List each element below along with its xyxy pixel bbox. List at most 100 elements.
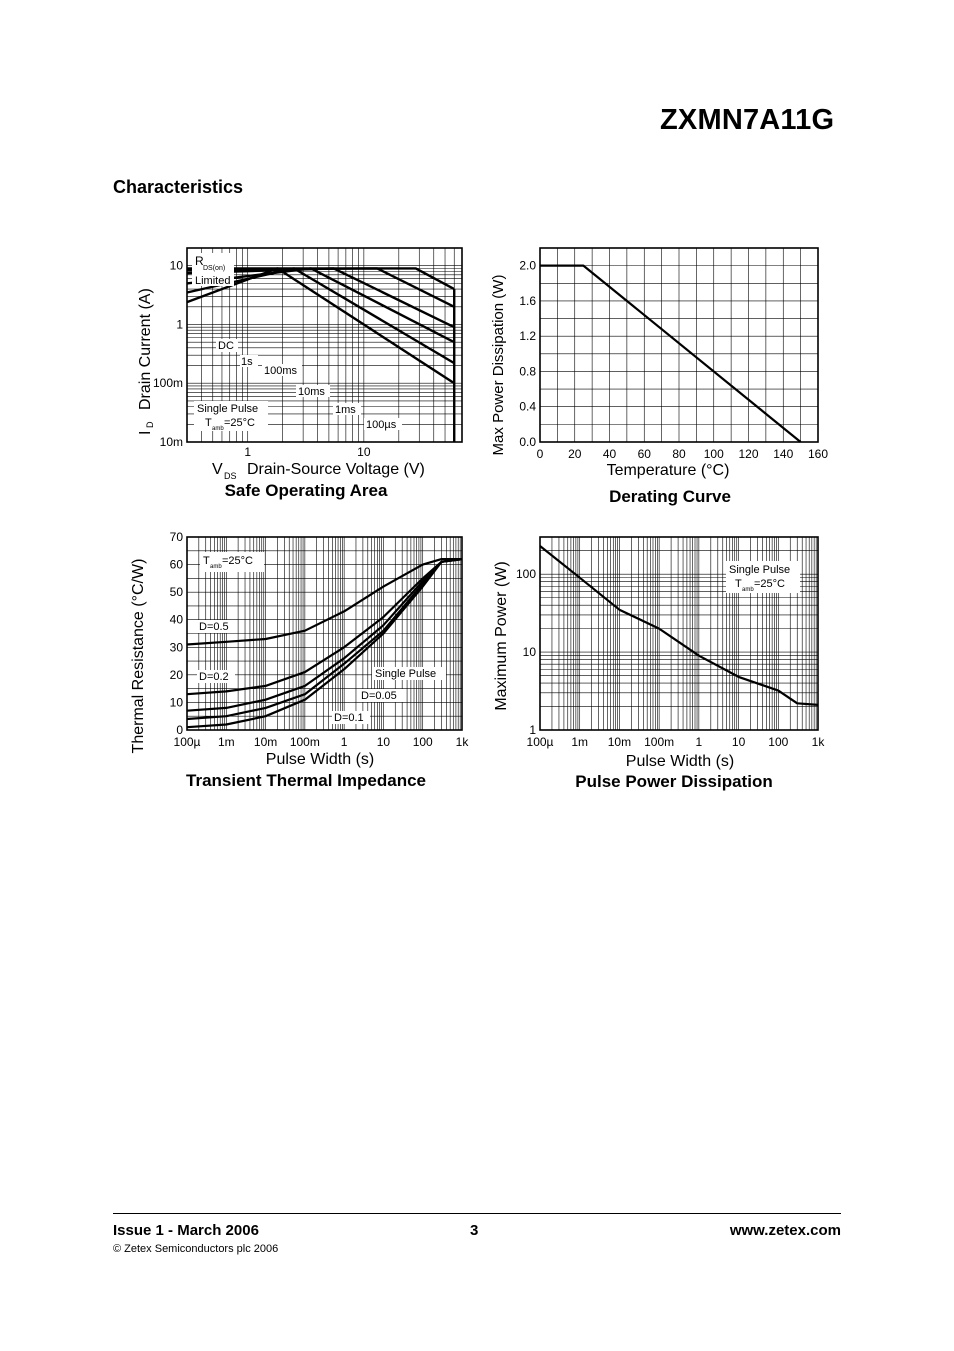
series-line [540,264,802,443]
x-tick-label: 60 [638,447,652,461]
annotation-tamb: T [735,578,742,590]
annotation-dc: DC [218,340,234,352]
x-tick-label: 100m [644,735,674,749]
series-line [186,558,463,729]
y-tick-label: 10 [170,259,184,273]
x-axis-symbol: V [212,461,223,478]
x-tick-label: 10 [377,735,391,749]
label-background [332,711,370,724]
label-background [197,670,235,683]
y-tick-label: 1.6 [519,294,536,308]
y-tick-label: 60 [170,558,184,572]
annotation-tamb-value: =25°C [754,578,785,590]
annotation-tamb-subscript: amb [742,587,754,593]
footer-rule [113,1213,841,1214]
y-tick-label: 100 [516,567,536,581]
x-tick-label: 160 [808,447,828,461]
annotation-single-pulse: Single Pulse [197,403,258,415]
x-tick-label: 1 [244,445,251,459]
y-tick-label: 0.8 [519,364,536,378]
annotation-tamb-subscript: amb [210,564,222,570]
y-tick-label: 20 [170,668,184,682]
x-tick-label: 1k [456,735,470,749]
x-tick-label: 10 [357,445,371,459]
annotation-single-pulse: Single Pulse [375,668,436,680]
annotation-tamb-subscript: amb [212,426,224,432]
y-tick-label: 10m [160,435,183,449]
x-tick-label: 0 [537,447,544,461]
x-tick-label: 10 [732,735,746,749]
label-background [192,253,234,286]
x-tick-label: 1k [812,735,826,749]
y-tick-label: 10 [523,645,537,659]
annotation-100ms: 100ms [264,365,298,377]
x-tick-label: 1 [341,735,348,749]
y-tick-label: 50 [170,585,184,599]
y-tick-label: 70 [170,530,184,544]
x-tick-label: 1m [571,735,588,749]
annotation-limited: Limited [195,275,230,287]
y-tick-label: 1.2 [519,329,536,343]
y-tick-label: 0 [176,723,183,737]
label-background [358,689,404,702]
x-axis-subscript: DS [224,471,237,481]
chart-title: Pulse Power Dissipation [575,772,772,791]
annotation-single-pulse: Single Pulse [729,564,790,576]
x-axis-label: Drain-Source Voltage (V) [247,461,425,478]
annotation-100us: 100µs [366,419,397,431]
chart-title: Derating Curve [609,487,731,506]
x-tick-label: 10m [608,735,631,749]
y-axis-label: Maximum Power (W) [493,561,510,710]
annotation-d05: D=0.5 [199,621,229,633]
annotation-tamb: T [205,417,212,429]
y-axis-label: Drain Current (A) [137,288,154,410]
footer-page-number: 3 [470,1222,479,1239]
label-background [240,355,258,367]
label-background [197,620,235,633]
series-line [187,267,455,291]
plot-frame [539,247,819,443]
x-tick-label: 40 [603,447,617,461]
x-tick-label: 100µ [174,735,201,749]
y-tick-label: 40 [170,613,184,627]
section-title: Characteristics [113,177,244,197]
y-tick-label: 0.4 [519,400,536,414]
y-tick-label: 2.0 [519,259,536,273]
x-tick-label: 100 [768,735,788,749]
label-background [194,401,268,431]
annotation-1ms: 1ms [335,404,356,416]
plot-frame [186,247,463,443]
y-tick-label: 30 [170,640,184,654]
y-tick-label: 10 [170,695,184,709]
annotation-10ms: 10ms [298,386,325,398]
x-tick-label: 100 [704,447,724,461]
x-axis-label: Temperature (°C) [607,462,730,479]
annotation-1s: 1s [241,356,253,368]
y-axis-subscript: D [145,421,155,428]
x-tick-label: 80 [672,447,686,461]
chart-title: Safe Operating Area [225,481,388,500]
series-line [539,545,819,706]
part-number: ZXMN7A11G [660,104,835,136]
x-tick-label: 100µ [527,735,554,749]
y-tick-label: 0.0 [519,435,536,449]
annotation-d01: D=0.1 [334,712,364,724]
x-tick-label: 1m [218,735,235,749]
footer-copyright: © Zetex Semiconductors plc 2006 [113,1243,279,1255]
chart-title: Transient Thermal Impedance [186,771,426,790]
annotation-tamb-value: =25°C [224,417,255,429]
label-background [333,403,361,415]
annotation-rds-subscript: DS(on) [203,265,225,272]
x-tick-label: 1 [696,735,703,749]
x-tick-label: 100 [413,735,433,749]
x-tick-label: 20 [568,447,582,461]
x-axis-label: Pulse Width (s) [626,753,734,770]
y-tick-label: 1 [529,723,536,737]
annotation-tamb: T [203,555,210,567]
series-line [186,557,462,646]
y-axis-symbol: I [137,431,154,435]
annotation-rds-label: R [195,254,204,268]
y-axis-label: Thermal Resistance (°C/W) [130,559,147,754]
label-background [296,385,330,397]
